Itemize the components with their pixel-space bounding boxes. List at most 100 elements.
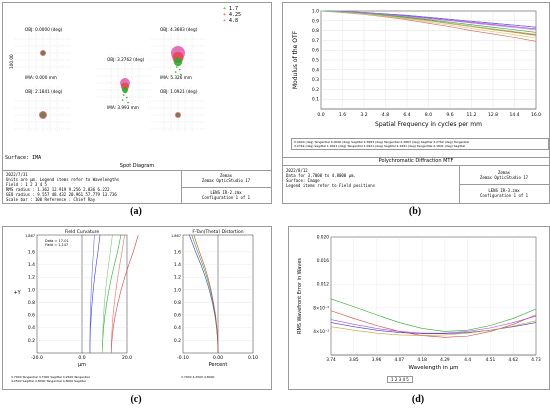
y-tick-label: 0.2	[312, 87, 319, 93]
spot-mark	[121, 99, 124, 101]
x-tick-label: 9.6	[446, 112, 453, 118]
distortion-series-line	[189, 234, 219, 354]
mtf-table-left: 2022/8/12 Data for 3.7000 to 4.8000 µm. …	[286, 168, 375, 188]
field-obj-label: OBJ: 1.0921 (deg)	[160, 89, 198, 94]
configuration: Configuration 1 of 1	[479, 193, 529, 198]
mtf-info-table: Polychromatic Diffraction MTF 2022/8/12 …	[283, 157, 549, 203]
company-name: Zemax	[497, 170, 511, 175]
spot-mark	[123, 94, 125, 96]
x-tick-label: 0.00	[213, 355, 223, 361]
fc-info-line: Data = 17-01	[45, 239, 69, 243]
y-tick-label: 1.2	[174, 275, 181, 281]
spot-diagram-plot: OBJ: 0.0000 (deg) IMA: 0.000 mm OBJ: 3.276…	[9, 25, 206, 133]
y-tick-label: 1.2	[28, 275, 35, 281]
x-axis-label: Spatial Frequency in cycles per mm	[375, 121, 482, 128]
fc-legend-line: 4.2500 Sagittal 4.8000 Tangential 4.8000…	[11, 379, 86, 383]
wavelength-legend-item: + 4.25	[223, 12, 242, 18]
fc-series-line	[101, 234, 122, 354]
distortion-x-label: Percent	[209, 362, 228, 368]
field-obj-label: OBJ: 0.0000 (deg)	[25, 27, 63, 32]
x-tick-label: 1.6	[339, 112, 346, 118]
lens-file: LENS IR-3.zmx	[488, 188, 520, 193]
field-curvature-plot: Field Curvature 0.2 0.4 0.6 0.8 1.0 1.2 1.4 1.6 1…	[13, 229, 258, 368]
spot-mark	[174, 71, 177, 73]
distortion-title: F-Tan(Theta) Distortion	[192, 229, 243, 235]
y-tick-label: 1.0	[174, 287, 181, 293]
spot-table-line: Field : 1 2 3 4 5	[6, 182, 47, 187]
spot-mark	[176, 66, 178, 68]
caption-c: (c)	[130, 394, 142, 405]
y-tick-label: 0.8	[312, 28, 319, 34]
x-tick-label: 4.8	[382, 112, 389, 118]
lens-file: LENS IR-2.zmx	[210, 190, 242, 195]
x-tick-label: 3.2	[360, 112, 367, 118]
field-obj-label: OBJ: 4.3683 (deg)	[160, 27, 198, 32]
y-tick-label: 0.2	[174, 338, 181, 344]
company-name: Zemax	[219, 173, 233, 178]
spot-table-line: Units are µm. Legend items refer to Wave…	[6, 177, 120, 182]
y-tick-label: 0.1	[312, 97, 319, 103]
y-tick-label: 1.6	[174, 249, 181, 255]
x-tick-label: 11.2	[466, 112, 476, 118]
caption-b: (b)	[408, 206, 422, 217]
configuration: Configuration 1 of 1	[201, 195, 251, 200]
mtf-table-right-top: Zemax Zemax OpticStudio 17	[461, 170, 547, 180]
spot-mark	[124, 89, 126, 91]
x-tick-label: 16.0	[531, 112, 541, 118]
x-tick-label: 4.18	[417, 357, 427, 363]
y-tick-label: 1.0	[312, 9, 319, 15]
fc-legend: 3.7000 Tangential 3.7000 Sagittal 4.2500…	[11, 375, 90, 383]
y-tick-label: 1.0	[28, 287, 35, 293]
field-obj-label: OBJ: 2.1841 (deg)	[25, 89, 63, 94]
y-tick-label: 0.7	[312, 38, 319, 44]
x-tick-label: 3.85	[349, 357, 359, 363]
spot-table-line: 2022/7/31	[6, 172, 28, 177]
y-tick-label: 0.6	[28, 313, 35, 319]
y-axis-label: RMS Wavefront Error in Waves	[297, 258, 303, 334]
y-tick-label: 0.016	[317, 258, 330, 264]
fc-series-line	[110, 234, 139, 354]
x-tick-label: 4.29	[440, 357, 450, 363]
spot-table-title-2: Spot Diagram	[3, 163, 271, 171]
wavefront-legend: 1 2 3 4 5	[387, 376, 413, 383]
fc-title: Field Curvature	[65, 229, 99, 235]
y-tick-label: 0.2	[28, 338, 35, 344]
spot-table-line: Scale bar : 100 Reference : Chief Ray	[6, 197, 96, 202]
spot-table-line: GEO radius : 9.557 48.432 20.961 57.779 …	[6, 192, 117, 197]
wavefront-series-line	[330, 320, 537, 336]
mtf-panel: 0.0 1.6 3.2 4.8 6.4 8.0 9.6 11.2 12.8 14.4 16.0 0.1…	[282, 2, 550, 204]
field-ima-label: IMA: 0.000 mm	[25, 75, 57, 80]
y-tick-label: 0.8	[28, 300, 35, 306]
x-tick-label: -20.0	[31, 355, 43, 361]
fc-series-line	[110, 234, 125, 354]
field-obj-label: OBJ: 3.2762 (deg)	[107, 57, 145, 62]
spot-mark	[180, 73, 182, 76]
y-tick-label: 0.4	[28, 325, 35, 331]
spot-mark	[41, 51, 45, 55]
x-tick-label: 6.4	[403, 112, 410, 118]
x-tick-label: 14.4	[509, 112, 519, 118]
y-tick-label: 0.5	[312, 58, 319, 64]
mtf-table-line: 2022/8/12	[286, 168, 308, 173]
y-tick-label: 0.3	[312, 77, 319, 83]
y-tick-label: 0.6	[312, 48, 319, 54]
scale-bar-label: 100.00	[9, 54, 14, 69]
fc-x-label: µm	[78, 362, 86, 368]
spot-mark	[126, 96, 128, 99]
mtf-series-line	[320, 10, 537, 35]
x-tick-label: 4.51	[486, 357, 496, 363]
spot-table-left-block: 2022/7/31 Units are µm. Legend items ref…	[6, 172, 119, 202]
caption-d: (d)	[411, 394, 425, 405]
y-tick-label: 0.4	[312, 67, 319, 73]
wavefront-series-line	[330, 298, 537, 332]
plot-frame	[330, 236, 537, 356]
fc-legend-line: 3.7000 Tangential 3.7000 Sagittal 4.2500…	[11, 375, 90, 379]
fc-series-line	[89, 234, 95, 353]
x-tick-label: 4.62	[508, 357, 518, 363]
spot-mark	[177, 61, 179, 63]
wavelength-legend-item: + 4.8	[223, 18, 239, 24]
caption-a: (a)	[130, 206, 142, 217]
mtf-table-line: Legend items refer to Field positions	[286, 183, 376, 188]
y-tick-label: 8×10⁻³	[313, 305, 329, 311]
wavelength-legend-item: + 1.7	[223, 6, 239, 12]
